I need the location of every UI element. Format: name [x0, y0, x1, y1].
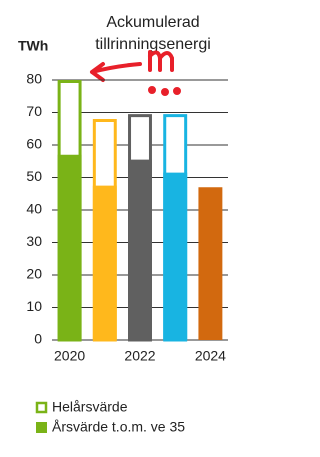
legend-label: Helårsvärde: [52, 399, 128, 415]
y-tick-label: 80: [26, 71, 42, 87]
x-tick-label: 2020: [54, 348, 85, 364]
dot: [148, 86, 156, 94]
bar: [163, 172, 188, 340]
y-tick-label: 30: [26, 233, 42, 249]
chart: TWh 0 10 20 30 40 50 60 70 80 2020 2022 2024 Helårsv…: [18, 38, 228, 435]
bar: [57, 154, 82, 340]
bar: [128, 159, 152, 340]
x-tick-label: 2022: [124, 348, 155, 364]
legend-swatch: [35, 401, 48, 414]
page: Ackumulerad tillrinningsenergi TWh 0 10 20…: [18, 14, 228, 435]
dot: [173, 87, 181, 95]
y-axis-label: TWh: [18, 38, 48, 54]
y-tick-label: 40: [26, 201, 42, 217]
annotation-scribble: [90, 50, 181, 96]
y-tick-label: 50: [26, 168, 42, 184]
arrow: [90, 62, 142, 82]
chart-title: Ackumulerad tillrinningsenergi: [95, 14, 211, 53]
legend-swatch: [36, 422, 47, 433]
bar: [198, 187, 223, 340]
y-tick-label: 20: [26, 266, 42, 282]
legend-label: Årsvärde t.o.m. ve 35: [52, 419, 185, 435]
y-tick-label: 10: [26, 298, 42, 314]
y-tick-label: 70: [26, 103, 42, 119]
dot: [161, 88, 169, 96]
y-tick-label: 0: [34, 331, 42, 347]
bar: [92, 185, 117, 340]
x-tick-label: 2024: [195, 348, 226, 364]
y-tick-label: 60: [26, 136, 42, 152]
scribble: [148, 50, 174, 72]
